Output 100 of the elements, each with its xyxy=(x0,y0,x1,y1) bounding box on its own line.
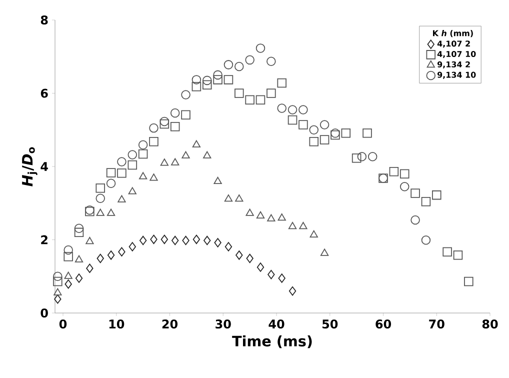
point xyxy=(320,120,330,130)
point xyxy=(106,168,116,178)
point xyxy=(64,279,72,289)
x-tick-label: 80 xyxy=(482,320,498,329)
point xyxy=(400,182,410,192)
point xyxy=(224,60,234,70)
point xyxy=(266,56,276,66)
point xyxy=(277,104,286,113)
x-tick-label: 40 xyxy=(268,320,284,329)
x-axis-title: Time (ms) xyxy=(232,335,312,348)
point xyxy=(192,140,201,148)
point xyxy=(410,188,420,198)
point xyxy=(117,157,126,166)
point xyxy=(362,128,372,138)
point xyxy=(288,115,298,125)
point xyxy=(320,135,330,144)
point xyxy=(96,254,104,264)
y-tick-label: 6 xyxy=(40,88,48,98)
point xyxy=(234,62,244,72)
y-tick-label: 2 xyxy=(41,235,48,244)
point xyxy=(202,80,212,90)
point xyxy=(74,228,84,238)
point xyxy=(192,234,200,244)
point xyxy=(138,149,148,159)
point xyxy=(320,248,329,256)
point xyxy=(128,150,138,160)
point xyxy=(128,160,138,170)
point xyxy=(117,168,126,178)
point xyxy=(128,187,136,194)
point xyxy=(245,95,254,104)
point xyxy=(266,88,276,98)
point xyxy=(202,76,212,86)
point xyxy=(54,294,62,304)
point xyxy=(170,122,180,132)
point xyxy=(214,176,222,184)
x-tick-label: 20 xyxy=(162,320,178,329)
point xyxy=(256,44,266,53)
point xyxy=(298,105,308,114)
point xyxy=(192,75,202,84)
point xyxy=(389,166,399,176)
point xyxy=(160,116,170,126)
point xyxy=(181,90,190,100)
point xyxy=(160,158,168,166)
point xyxy=(86,236,94,244)
point xyxy=(278,214,286,221)
point xyxy=(74,255,84,262)
point xyxy=(352,153,362,163)
point xyxy=(171,158,180,166)
point xyxy=(53,276,62,286)
point xyxy=(64,245,73,255)
point xyxy=(64,272,72,279)
x-tick-label: 70 xyxy=(429,320,444,329)
point xyxy=(246,208,254,216)
point xyxy=(203,151,212,158)
point xyxy=(160,234,168,244)
point xyxy=(224,75,234,84)
point xyxy=(267,214,276,222)
point xyxy=(310,230,318,238)
point xyxy=(182,236,190,246)
x-tick-label: 0 xyxy=(59,320,67,329)
point xyxy=(453,250,463,260)
point xyxy=(96,194,106,203)
point xyxy=(170,108,180,118)
x-tick-label: 60 xyxy=(376,320,392,329)
point xyxy=(139,236,147,246)
point xyxy=(288,222,297,230)
point xyxy=(118,195,126,202)
x-tick-label: 10 xyxy=(109,320,124,329)
point xyxy=(138,172,148,180)
point xyxy=(75,274,83,283)
point xyxy=(224,242,232,252)
point xyxy=(357,152,367,162)
point xyxy=(96,183,106,193)
point xyxy=(464,276,474,286)
point xyxy=(106,178,116,188)
point xyxy=(400,169,410,178)
y-tick-label: 0 xyxy=(40,308,48,318)
point xyxy=(181,110,190,120)
point xyxy=(150,174,158,181)
point xyxy=(96,208,104,216)
point xyxy=(204,236,211,246)
point xyxy=(213,75,222,84)
point xyxy=(236,250,243,260)
point xyxy=(53,272,62,282)
point xyxy=(256,211,265,218)
point xyxy=(128,242,136,252)
point xyxy=(288,286,296,296)
y-tick-label: 8 xyxy=(40,15,48,25)
point xyxy=(224,194,233,202)
point xyxy=(256,95,266,104)
point xyxy=(410,215,420,225)
point xyxy=(107,250,115,260)
point xyxy=(368,152,378,162)
point xyxy=(214,238,222,248)
point xyxy=(192,82,202,92)
point xyxy=(288,105,298,114)
point xyxy=(182,151,190,158)
x-tick-label: 50 xyxy=(322,320,338,329)
point xyxy=(86,264,94,273)
point xyxy=(442,247,452,256)
